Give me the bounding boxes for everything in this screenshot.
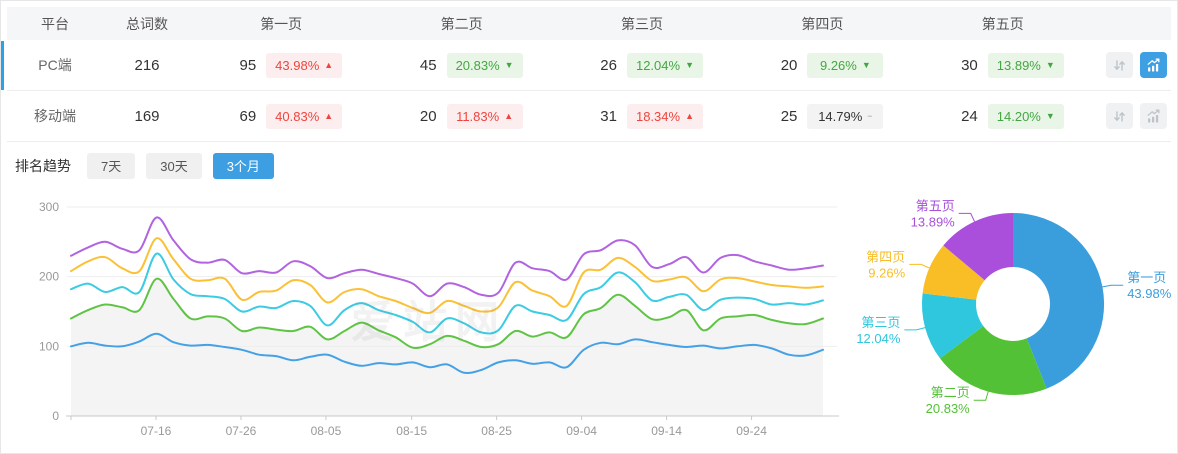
page5-count: 30 (961, 56, 978, 74)
sort-arrows-icon (1114, 110, 1125, 122)
svg-text:第一页: 第一页 (1127, 270, 1166, 285)
svg-text:07-16: 07-16 (141, 424, 172, 438)
col-header-page4: 第四页 (801, 15, 844, 32)
table-row-mobile[interactable]: 移动端 169 69 40.83% ▲ 20 11.83% ▲ 31 18.34% ▲… (7, 91, 1171, 142)
tab-3-months[interactable]: 3个月 (212, 152, 274, 179)
page5-change-badge: 13.89% ▼ (987, 52, 1064, 78)
svg-text:100: 100 (39, 339, 59, 353)
page3-change-badge: 18.34% ▲ (626, 103, 703, 129)
page4-change-badge: 14.79% − (807, 103, 884, 129)
svg-text:08-25: 08-25 (481, 424, 512, 438)
row-actions (1093, 52, 1171, 78)
svg-text:第三页: 第三页 (861, 315, 900, 330)
page4-change-badge: 9.26% ▼ (807, 52, 884, 78)
show-trend-chart-button[interactable] (1139, 103, 1167, 129)
page2-change-badge: 20.83% ▼ (446, 52, 523, 78)
sort-button[interactable] (1105, 103, 1133, 129)
trend-toolbar: 排名趋势 7天 30天 3个月 (15, 152, 1177, 179)
page1-cell: 69 40.83% ▲ (191, 103, 371, 129)
page5-change-badge: 14.20% ▼ (987, 103, 1064, 129)
page3-count: 31 (600, 107, 617, 125)
page5-cell: 30 13.89% ▼ (913, 52, 1093, 78)
page1-count: 95 (239, 56, 257, 74)
svg-text:20.83%: 20.83% (926, 401, 971, 416)
svg-text:08-15: 08-15 (396, 424, 427, 438)
table-header-row: 平台 总词数 第一页 第二页 第三页 第四页 第五页 (7, 7, 1171, 40)
svg-text:0: 0 (52, 409, 59, 423)
col-header-platform: 平台 (41, 15, 69, 32)
row-actions (1093, 103, 1171, 129)
page1-count: 69 (239, 107, 257, 125)
col-header-total-words: 总词数 (126, 15, 168, 32)
col-header-page5: 第五页 (981, 15, 1024, 32)
page4-count: 20 (780, 56, 798, 74)
col-header-page1: 第一页 (260, 15, 303, 32)
sort-button[interactable] (1105, 52, 1133, 78)
page4-cell: 20 9.26% ▼ (732, 52, 912, 78)
svg-text:200: 200 (39, 270, 59, 284)
trend-chart-icon (1147, 57, 1160, 71)
svg-text:第四页: 第四页 (866, 249, 905, 264)
page3-change-badge: 12.04% ▼ (626, 52, 703, 78)
platform-name: 移动端 (34, 108, 76, 124)
page4-count: 25 (780, 107, 798, 125)
tab-7-days[interactable]: 7天 (87, 152, 136, 179)
trend-line-chart-svg: 0 100 200 300 07-16 07-26 08-05 08-15 08-25 09-04… (39, 200, 839, 438)
total-words-value: 169 (134, 107, 160, 125)
svg-text:07-26: 07-26 (226, 424, 257, 438)
svg-text:第五页: 第五页 (916, 198, 955, 213)
page3-cell: 26 12.04% ▼ (552, 52, 732, 78)
page2-change-badge: 11.83% ▲ (446, 103, 523, 129)
svg-text:08-05: 08-05 (311, 424, 342, 438)
svg-text:12.04%: 12.04% (856, 331, 901, 346)
total-words-value: 216 (134, 56, 160, 74)
svg-text:300: 300 (39, 200, 59, 214)
trend-line-chart: 0 100 200 300 07-16 07-26 08-05 08-15 08-25 09-04… (1, 186, 843, 450)
page3-count: 26 (600, 56, 617, 74)
svg-text:09-24: 09-24 (736, 424, 767, 438)
page2-cell: 20 11.83% ▲ (371, 103, 551, 129)
svg-text:43.98%: 43.98% (1127, 286, 1172, 301)
platform-name: PC端 (38, 57, 72, 73)
table-row-pc[interactable]: PC端 216 95 43.98% ▲ 45 20.83% ▼ 26 12.04% ▼… (1, 40, 1171, 91)
svg-text:9.26%: 9.26% (868, 265, 905, 280)
col-header-page2: 第二页 (440, 15, 483, 32)
svg-text:13.89%: 13.89% (911, 214, 956, 229)
page2-count: 45 (419, 56, 437, 74)
page5-count: 24 (961, 107, 978, 125)
col-header-page3: 第三页 (620, 15, 663, 32)
trend-title: 排名趋势 (15, 157, 71, 174)
page3-cell: 31 18.34% ▲ (552, 103, 732, 129)
sort-arrows-icon (1114, 59, 1125, 71)
svg-text:第二页: 第二页 (931, 385, 970, 400)
page1-change-badge: 40.83% ▲ (266, 103, 343, 129)
svg-text:09-14: 09-14 (651, 424, 682, 438)
trend-chart-icon (1147, 108, 1160, 122)
tab-30-days[interactable]: 30天 (146, 152, 202, 179)
page5-cell: 24 14.20% ▼ (913, 103, 1093, 129)
show-trend-chart-button[interactable] (1139, 52, 1167, 78)
page2-count: 20 (419, 107, 437, 125)
page-distribution-donut: 第一页 43.98% 第二页 20.83% 第三页 12.04% 第四页 9.26% 第五页 13… (839, 171, 1177, 451)
page1-cell: 95 43.98% ▲ (191, 52, 371, 78)
svg-text:09-04: 09-04 (566, 424, 597, 438)
page4-cell: 25 14.79% − (732, 103, 912, 129)
page2-cell: 45 20.83% ▼ (371, 52, 551, 78)
page1-change-badge: 43.98% ▲ (266, 52, 343, 78)
